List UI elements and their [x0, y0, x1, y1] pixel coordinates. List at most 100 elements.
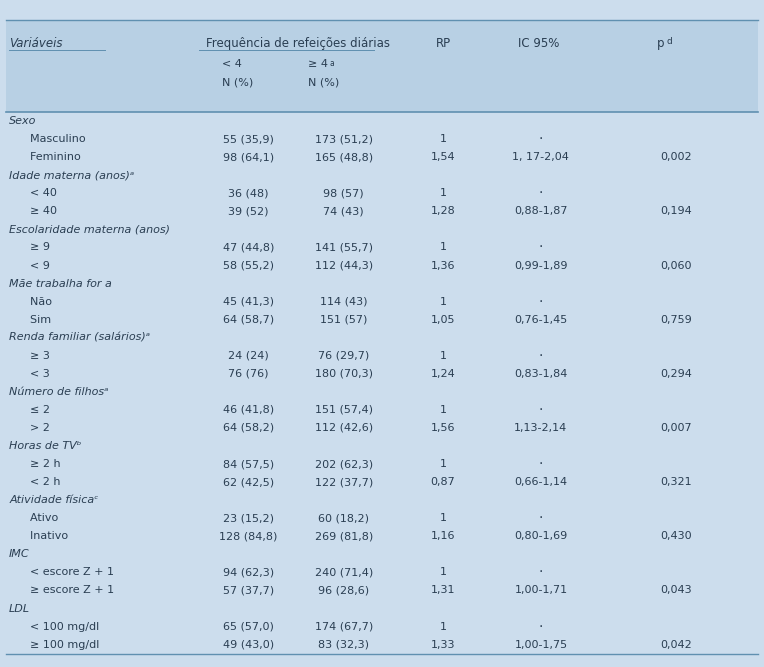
- Text: 0,87: 0,87: [431, 477, 455, 487]
- Text: N (%): N (%): [222, 77, 253, 87]
- Text: 1: 1: [439, 459, 447, 469]
- Text: 74 (43): 74 (43): [323, 206, 364, 216]
- Text: 114 (43): 114 (43): [320, 297, 367, 307]
- Text: Sexo: Sexo: [9, 116, 37, 126]
- Text: < 9: < 9: [23, 261, 50, 271]
- Text: 151 (57): 151 (57): [320, 315, 367, 325]
- Text: 202 (62,3): 202 (62,3): [315, 459, 373, 469]
- Text: 0,007: 0,007: [660, 423, 692, 433]
- Text: 94 (62,3): 94 (62,3): [223, 568, 274, 578]
- Text: 122 (37,7): 122 (37,7): [315, 477, 373, 487]
- Text: < 3: < 3: [23, 369, 50, 379]
- Text: 1: 1: [439, 188, 447, 198]
- Text: 1: 1: [439, 405, 447, 415]
- Text: 47 (44,8): 47 (44,8): [222, 243, 274, 252]
- Text: 60 (18,2): 60 (18,2): [319, 514, 369, 523]
- Bar: [6, 20, 758, 112]
- Text: 269 (81,8): 269 (81,8): [315, 532, 373, 542]
- Text: 84 (57,5): 84 (57,5): [223, 459, 274, 469]
- Text: 1: 1: [439, 622, 447, 632]
- Text: < 2 h: < 2 h: [23, 477, 60, 487]
- Text: Número de filhosᵃ: Número de filhosᵃ: [9, 387, 108, 397]
- Text: Horas de TVᵇ: Horas de TVᵇ: [9, 441, 82, 451]
- Text: > 2: > 2: [23, 423, 50, 433]
- Text: 1,56: 1,56: [431, 423, 455, 433]
- Text: 1: 1: [439, 514, 447, 523]
- Text: ·: ·: [539, 186, 543, 200]
- Text: 76 (76): 76 (76): [228, 369, 269, 379]
- Text: ≥ 100 mg/dl: ≥ 100 mg/dl: [23, 640, 99, 650]
- Text: 1,33: 1,33: [431, 640, 455, 650]
- Text: ·: ·: [539, 620, 543, 634]
- Text: Não: Não: [23, 297, 52, 307]
- Text: 1,13-2,14: 1,13-2,14: [514, 423, 568, 433]
- Text: ≥ 4: ≥ 4: [308, 59, 328, 69]
- Text: 0,83-1,84: 0,83-1,84: [514, 369, 568, 379]
- Text: 0,321: 0,321: [660, 477, 692, 487]
- Text: ≥ 9: ≥ 9: [23, 243, 50, 252]
- Text: 0,80-1,69: 0,80-1,69: [514, 532, 568, 542]
- Text: ·: ·: [539, 295, 543, 309]
- Text: 36 (48): 36 (48): [228, 188, 269, 198]
- Text: ·: ·: [539, 566, 543, 580]
- Text: p: p: [657, 37, 665, 49]
- Text: 1: 1: [439, 134, 447, 144]
- Text: ≥ 2 h: ≥ 2 h: [23, 459, 60, 469]
- Text: 1,00-1,75: 1,00-1,75: [514, 640, 568, 650]
- Text: 128 (84,8): 128 (84,8): [219, 532, 277, 542]
- Text: < 100 mg/dl: < 100 mg/dl: [23, 622, 99, 632]
- Text: 0,060: 0,060: [660, 261, 692, 271]
- Text: 173 (51,2): 173 (51,2): [315, 134, 373, 144]
- Text: 62 (42,5): 62 (42,5): [223, 477, 274, 487]
- Text: 57 (37,7): 57 (37,7): [223, 586, 274, 596]
- Text: 1: 1: [439, 568, 447, 578]
- Text: 0,042: 0,042: [660, 640, 692, 650]
- Text: 0,76-1,45: 0,76-1,45: [514, 315, 568, 325]
- Text: ≥ escore Z + 1: ≥ escore Z + 1: [23, 586, 114, 596]
- Text: 0,759: 0,759: [660, 315, 692, 325]
- Text: Idade materna (anos)ᵃ: Idade materna (anos)ᵃ: [9, 170, 134, 180]
- Text: 0,66-1,14: 0,66-1,14: [514, 477, 568, 487]
- Text: Masculino: Masculino: [23, 134, 86, 144]
- Text: 55 (35,9): 55 (35,9): [223, 134, 274, 144]
- Text: Sim: Sim: [23, 315, 51, 325]
- Text: 83 (32,3): 83 (32,3): [319, 640, 369, 650]
- Text: IC 95%: IC 95%: [518, 37, 559, 49]
- Text: 23 (15,2): 23 (15,2): [223, 514, 274, 523]
- Text: 1,28: 1,28: [431, 206, 455, 216]
- Text: ·: ·: [539, 241, 543, 254]
- Text: 64 (58,2): 64 (58,2): [223, 423, 274, 433]
- Text: 0,99-1,89: 0,99-1,89: [514, 261, 568, 271]
- Text: 96 (28,6): 96 (28,6): [319, 586, 369, 596]
- Text: Mãe trabalha for a: Mãe trabalha for a: [9, 279, 112, 289]
- Text: N (%): N (%): [308, 77, 339, 87]
- Text: ·: ·: [539, 349, 543, 363]
- Text: 1, 17-2,04: 1, 17-2,04: [513, 152, 569, 162]
- Text: IMC: IMC: [9, 550, 30, 560]
- Text: 39 (52): 39 (52): [228, 206, 269, 216]
- Text: 165 (48,8): 165 (48,8): [315, 152, 373, 162]
- Text: 58 (55,2): 58 (55,2): [223, 261, 274, 271]
- Text: 45 (41,3): 45 (41,3): [223, 297, 274, 307]
- Text: ·: ·: [539, 132, 543, 146]
- Text: 65 (57,0): 65 (57,0): [223, 622, 274, 632]
- Text: 64 (58,7): 64 (58,7): [223, 315, 274, 325]
- Text: 174 (67,7): 174 (67,7): [315, 622, 373, 632]
- Text: Escolaridade materna (anos): Escolaridade materna (anos): [9, 224, 170, 234]
- Text: Feminino: Feminino: [23, 152, 81, 162]
- Text: ·: ·: [539, 512, 543, 525]
- Text: 76 (29,7): 76 (29,7): [318, 351, 370, 361]
- Text: < 40: < 40: [23, 188, 57, 198]
- Text: a: a: [329, 59, 334, 67]
- Text: 240 (71,4): 240 (71,4): [315, 568, 373, 578]
- Text: Inativo: Inativo: [23, 532, 68, 542]
- Text: 98 (64,1): 98 (64,1): [223, 152, 274, 162]
- Text: 0,043: 0,043: [660, 586, 692, 596]
- Text: 24 (24): 24 (24): [228, 351, 269, 361]
- Text: ·: ·: [539, 403, 543, 417]
- Text: 1: 1: [439, 297, 447, 307]
- Text: 1,24: 1,24: [431, 369, 455, 379]
- Text: ·: ·: [539, 457, 543, 471]
- Text: 1: 1: [439, 243, 447, 252]
- Text: 0,294: 0,294: [660, 369, 692, 379]
